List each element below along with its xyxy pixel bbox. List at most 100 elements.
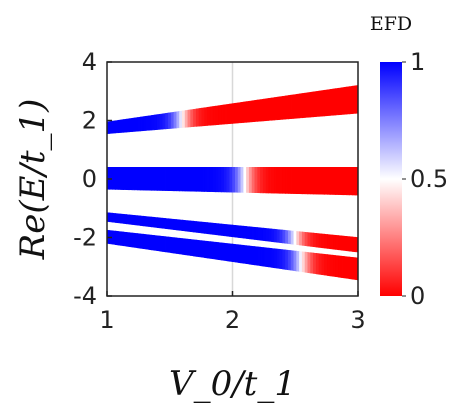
band-segment (165, 236, 169, 253)
band-segment (201, 167, 205, 192)
band-segment (193, 220, 197, 233)
band-segment (134, 117, 138, 132)
band-segment (117, 231, 122, 246)
band-segment (246, 245, 250, 265)
band-segment (260, 167, 264, 194)
band-segment (137, 167, 141, 191)
band-segment (313, 252, 317, 275)
band-segment (327, 234, 331, 250)
y-tick-label: -4 (73, 282, 97, 310)
band-segment (243, 225, 247, 239)
band-segment (338, 255, 342, 278)
band-segment (117, 167, 122, 190)
x-tick-label: 2 (225, 306, 240, 334)
band-segment (212, 167, 217, 193)
band-segment (327, 167, 331, 195)
band-segment (154, 216, 158, 228)
band-segment (251, 100, 256, 123)
band-segment (142, 215, 147, 227)
band-segment (184, 109, 189, 128)
band-segment (346, 167, 350, 196)
band-segment (274, 96, 278, 121)
band-segment (223, 167, 228, 193)
band-segment (243, 101, 247, 123)
band-segment (248, 100, 253, 123)
band-segment (324, 233, 328, 249)
band-segment (134, 232, 138, 249)
band-segment (257, 246, 261, 267)
band-segment (240, 167, 244, 193)
band-segment (223, 104, 228, 125)
band-segment (195, 239, 200, 258)
band-segment (140, 215, 144, 227)
band-segment (279, 96, 284, 120)
band-segment (248, 245, 253, 265)
band-segment (182, 110, 186, 128)
colorbar-title: EFD (370, 13, 412, 35)
band-segment (184, 167, 189, 192)
band-segment (324, 89, 328, 117)
band-segment (346, 256, 350, 280)
band-segment (140, 167, 144, 191)
band-segment (115, 119, 119, 134)
band-segment (248, 167, 253, 193)
band-segment (209, 241, 214, 260)
band-segment (240, 101, 244, 124)
band-segment (212, 222, 217, 236)
band-segment (198, 107, 203, 127)
band-segment (296, 93, 300, 119)
band-segment (287, 249, 292, 271)
y-tick-label: -2 (73, 224, 97, 252)
band-segment (221, 167, 225, 193)
band-segment (142, 167, 147, 191)
band-segment (260, 227, 264, 241)
band-segment (221, 223, 225, 237)
band-segment (131, 214, 136, 226)
band-segment (142, 115, 147, 132)
band-segment (179, 110, 183, 129)
band-segment (207, 167, 211, 192)
band-segment (159, 167, 164, 191)
band-segment (120, 119, 125, 133)
band-segment (237, 102, 242, 124)
band-segment (148, 216, 152, 228)
band-segment (243, 167, 247, 193)
band-segment (229, 243, 233, 262)
band-segment (315, 253, 320, 275)
band-segment (176, 237, 180, 255)
band-segment (290, 230, 295, 245)
band-segment (254, 99, 258, 122)
band-segment (335, 255, 339, 278)
band-segment (301, 251, 306, 273)
band-segment (346, 86, 350, 115)
band-segment (168, 236, 172, 254)
band-segment (327, 254, 331, 277)
band-segment (190, 109, 194, 128)
band-segment (262, 167, 267, 194)
band-segment (329, 254, 334, 277)
x-tick-label: 1 (99, 306, 114, 334)
band-segment (170, 236, 175, 254)
band-segment (321, 89, 325, 117)
band-segment (343, 235, 348, 252)
band-segment (165, 167, 169, 191)
band-segment (260, 98, 264, 122)
band-segment (112, 167, 116, 190)
band-segment (349, 256, 353, 280)
band-segment (257, 99, 261, 122)
band-segment (248, 226, 253, 240)
band-segment (335, 167, 339, 195)
band-segment (193, 167, 197, 192)
band-segment (335, 87, 339, 116)
band-segment (117, 119, 122, 134)
band-segment (179, 167, 183, 192)
band-segment (234, 225, 239, 238)
band-segment (232, 167, 236, 193)
colorbar-tick-label: 0.5 (410, 165, 448, 193)
band-segment (190, 239, 194, 257)
band-segment (218, 167, 222, 193)
band-segment (285, 249, 289, 271)
band-segment (151, 167, 155, 191)
